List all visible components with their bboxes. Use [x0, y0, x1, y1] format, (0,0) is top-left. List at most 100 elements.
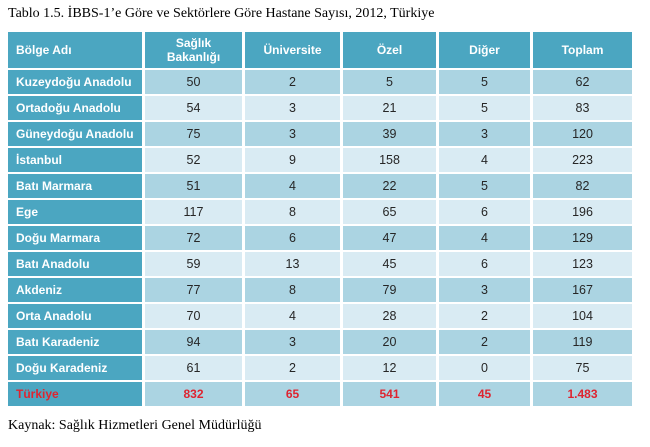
table-row: Doğu Karadeniz 61 2 12 0 75 — [8, 356, 632, 380]
value-cell: 120 — [533, 122, 632, 146]
region-column-header: Bölge Adı — [8, 32, 142, 68]
column-header: Üniversite — [245, 32, 340, 68]
value-cell: 5 — [343, 70, 436, 94]
value-cell: 62 — [533, 70, 632, 94]
value-cell: 123 — [533, 252, 632, 276]
table-row: Akdeniz 77 8 79 3 167 — [8, 278, 632, 302]
value-cell: 3 — [245, 330, 340, 354]
value-cell: 8 — [245, 278, 340, 302]
region-cell: İstanbul — [8, 148, 142, 172]
column-header: Diğer — [439, 32, 530, 68]
value-cell: 117 — [145, 200, 242, 224]
value-cell: 4 — [245, 304, 340, 328]
region-cell: Batı Marmara — [8, 174, 142, 198]
value-cell: 6 — [245, 226, 340, 250]
value-cell: 4 — [439, 226, 530, 250]
document-page: Tablo 1.5. İBBS-1’e Göre ve Sektörlere G… — [5, 6, 635, 433]
value-cell: 21 — [343, 96, 436, 120]
value-cell: 12 — [343, 356, 436, 380]
value-cell: 0 — [439, 356, 530, 380]
value-cell: 1.483 — [533, 382, 632, 406]
value-cell: 61 — [145, 356, 242, 380]
value-cell: 5 — [439, 96, 530, 120]
value-cell: 2 — [245, 70, 340, 94]
value-cell: 82 — [533, 174, 632, 198]
value-cell: 75 — [145, 122, 242, 146]
value-cell: 65 — [245, 382, 340, 406]
value-cell: 541 — [343, 382, 436, 406]
value-cell: 8 — [245, 200, 340, 224]
table-row: Güneydoğu Anadolu 75 3 39 3 120 — [8, 122, 632, 146]
table-row: İstanbul 52 9 158 4 223 — [8, 148, 632, 172]
value-cell: 5 — [439, 174, 530, 198]
region-cell: Kuzeydoğu Anadolu — [8, 70, 142, 94]
value-cell: 45 — [343, 252, 436, 276]
value-cell: 6 — [439, 200, 530, 224]
region-cell: Güneydoğu Anadolu — [8, 122, 142, 146]
value-cell: 70 — [145, 304, 242, 328]
value-cell: 72 — [145, 226, 242, 250]
value-cell: 196 — [533, 200, 632, 224]
value-cell: 51 — [145, 174, 242, 198]
table-row: Ortadoğu Anadolu 54 3 21 5 83 — [8, 96, 632, 120]
value-cell: 3 — [245, 122, 340, 146]
value-cell: 119 — [533, 330, 632, 354]
table-row: Batı Karadeniz 94 3 20 2 119 — [8, 330, 632, 354]
value-cell: 223 — [533, 148, 632, 172]
value-cell: 22 — [343, 174, 436, 198]
value-cell: 54 — [145, 96, 242, 120]
region-cell: Doğu Karadeniz — [8, 356, 142, 380]
region-cell: Ortadoğu Anadolu — [8, 96, 142, 120]
value-cell: 47 — [343, 226, 436, 250]
value-cell: 2 — [439, 304, 530, 328]
value-cell: 5 — [439, 70, 530, 94]
table-body: Kuzeydoğu Anadolu 50 2 5 5 62 Ortadoğu Anadolu… — [8, 70, 632, 406]
value-cell: 2 — [439, 330, 530, 354]
value-cell: 39 — [343, 122, 436, 146]
region-cell: Batı Karadeniz — [8, 330, 142, 354]
value-cell: 77 — [145, 278, 242, 302]
value-cell: 20 — [343, 330, 436, 354]
value-cell: 13 — [245, 252, 340, 276]
table-row: Ege 117 8 65 6 196 — [8, 200, 632, 224]
table-title: Tablo 1.5. İBBS-1’e Göre ve Sektörlere G… — [8, 6, 435, 21]
region-cell: Orta Anadolu — [8, 304, 142, 328]
table-header: Bölge Adı Sağlık Bakanlığı Üniversite Özel D… — [8, 32, 632, 68]
table-row: Batı Anadolu 59 13 45 6 123 — [8, 252, 632, 276]
table-row: Doğu Marmara 72 6 47 4 129 — [8, 226, 632, 250]
column-header: Toplam — [533, 32, 632, 68]
value-cell: 45 — [439, 382, 530, 406]
region-cell: Türkiye — [8, 382, 142, 406]
total-row: Türkiye 832 65 541 45 1.483 — [8, 382, 632, 406]
column-header: Sağlık Bakanlığı — [145, 32, 242, 68]
hospital-count-table: Bölge Adı Sağlık Bakanlığı Üniversite Özel D… — [5, 30, 635, 408]
value-cell: 3 — [439, 122, 530, 146]
value-cell: 6 — [439, 252, 530, 276]
value-cell: 50 — [145, 70, 242, 94]
region-cell: Ege — [8, 200, 142, 224]
value-cell: 52 — [145, 148, 242, 172]
header-row: Bölge Adı Sağlık Bakanlığı Üniversite Özel D… — [8, 32, 632, 68]
value-cell: 2 — [245, 356, 340, 380]
value-cell: 3 — [439, 278, 530, 302]
source-note: Kaynak: Sağlık Hizmetleri Genel Müdürlüğ… — [8, 418, 262, 433]
value-cell: 28 — [343, 304, 436, 328]
value-cell: 129 — [533, 226, 632, 250]
value-cell: 104 — [533, 304, 632, 328]
value-cell: 94 — [145, 330, 242, 354]
value-cell: 79 — [343, 278, 436, 302]
value-cell: 65 — [343, 200, 436, 224]
value-cell: 59 — [145, 252, 242, 276]
value-cell: 167 — [533, 278, 632, 302]
value-cell: 9 — [245, 148, 340, 172]
value-cell: 75 — [533, 356, 632, 380]
region-cell: Doğu Marmara — [8, 226, 142, 250]
table-row: Orta Anadolu 70 4 28 2 104 — [8, 304, 632, 328]
value-cell: 4 — [439, 148, 530, 172]
value-cell: 4 — [245, 174, 340, 198]
value-cell: 158 — [343, 148, 436, 172]
value-cell: 832 — [145, 382, 242, 406]
column-header: Özel — [343, 32, 436, 68]
region-cell: Akdeniz — [8, 278, 142, 302]
table-row: Batı Marmara 51 4 22 5 82 — [8, 174, 632, 198]
